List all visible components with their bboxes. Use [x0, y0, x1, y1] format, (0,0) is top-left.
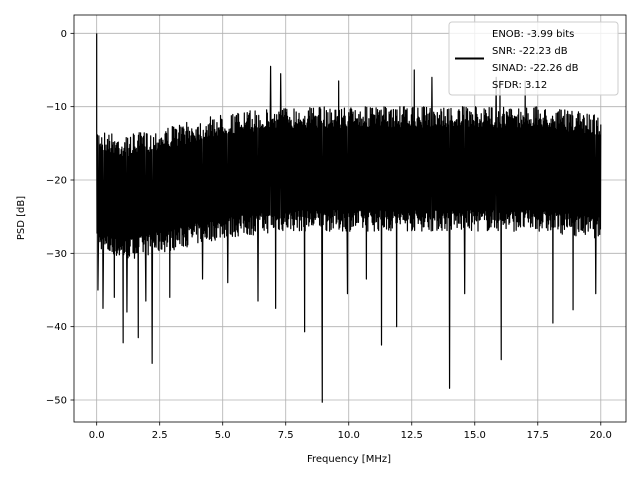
- x-tick-label: 0.0: [89, 430, 105, 441]
- x-tick-label: 17.5: [527, 430, 549, 441]
- axes-border: [73, 14, 627, 423]
- x-tick-label: 20.0: [590, 430, 612, 441]
- y-tick-label: −10: [46, 102, 67, 113]
- legend-sinad: SINAD: -22.26 dB: [492, 63, 579, 74]
- x-tick-label: 12.5: [401, 430, 423, 441]
- axes-frame: [73, 14, 627, 423]
- legend-snr: SNR: -22.23 dB: [492, 46, 568, 57]
- legend-enob: ENOB: -3.99 bits: [492, 29, 574, 40]
- legend-box: [448, 21, 619, 96]
- y-axis-label: PSD [dB]: [16, 196, 27, 240]
- x-tick-label: 7.5: [278, 430, 294, 441]
- x-tick-label: 15.0: [464, 430, 486, 441]
- x-tick-label: 2.5: [152, 430, 168, 441]
- y-tick-label: −40: [46, 322, 67, 333]
- legend-sfdr: SFDR: 3.12: [492, 80, 547, 91]
- y-tick-label: −20: [46, 176, 67, 187]
- plot-area: [96, 33, 602, 403]
- x-tick-label: 5.0: [215, 430, 231, 441]
- y-tick-label: −50: [46, 396, 67, 407]
- psd-trace-line: [96, 33, 602, 403]
- y-tick-label: 0: [61, 29, 67, 40]
- x-axis-ticks: 0.0 2.5 5.0 7.5 10.0 12.5 15.0 17.5 20.0: [89, 422, 612, 441]
- legend: ENOB: -3.99 bits SNR: -22.23 dB SINAD: -…: [448, 21, 619, 96]
- y-tick-label: −30: [46, 249, 67, 260]
- x-axis-label: Frequency [MHz]: [307, 454, 391, 465]
- x-tick-label: 10.0: [338, 430, 360, 441]
- y-axis-ticks: 0 −10 −20 −30 −40 −50: [46, 29, 74, 407]
